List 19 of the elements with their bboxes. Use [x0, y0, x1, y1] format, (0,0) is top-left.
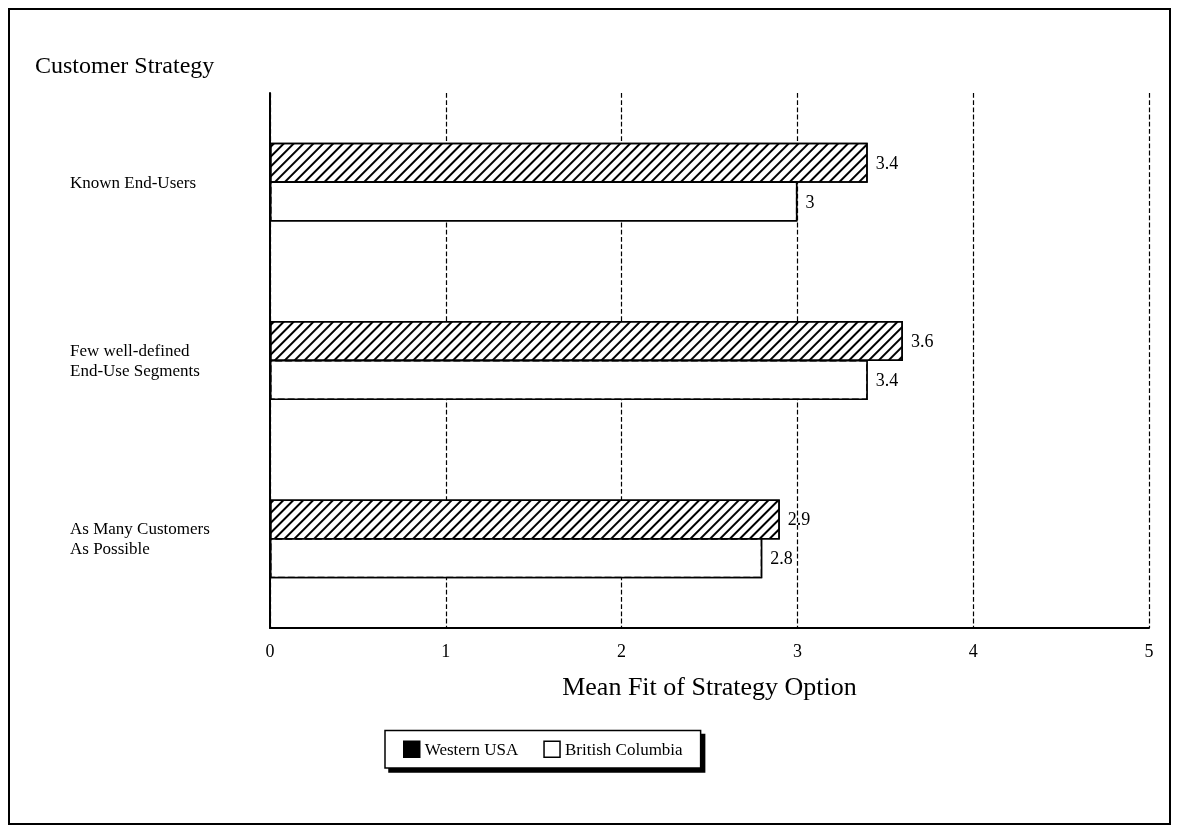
data-label: 2.9 [787, 509, 811, 530]
data-label: 3.4 [875, 152, 899, 173]
y-tick-label: Known End-Users [70, 172, 197, 192]
data-label: 3.6 [910, 331, 934, 352]
x-tick-label: 1 [441, 641, 451, 661]
legend-label: Western USA [424, 739, 520, 759]
data-label: 3.4 [875, 369, 899, 390]
data-label: 2.8 [770, 548, 793, 569]
y-tick-label: Few well-defined End-Use Segments [70, 341, 200, 380]
x-tick-label: 0 [265, 641, 275, 661]
x-tick-label: 3 [792, 641, 802, 661]
legend-label: British Columbia [565, 739, 684, 759]
x-tick-label: 4 [968, 641, 978, 661]
y-tick-label: As Many Customers As Possible [70, 519, 210, 559]
data-label: 3 [805, 191, 815, 212]
x-tick-label: 5 [1144, 641, 1154, 661]
x-tick-label: 2 [617, 641, 627, 661]
chart-title: Customer Strategy [35, 52, 215, 78]
x-axis-title: Mean Fit of Strategy Option [562, 671, 857, 701]
